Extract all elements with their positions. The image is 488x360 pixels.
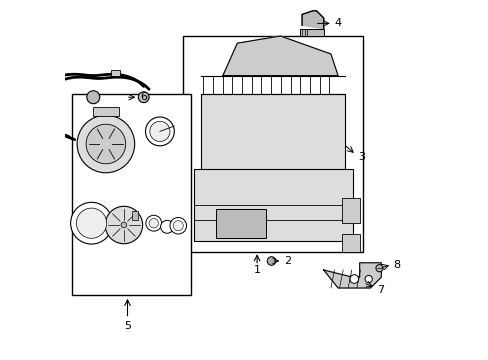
Text: 7: 7 [376,285,383,295]
Circle shape [349,275,358,283]
Circle shape [173,221,183,231]
Circle shape [70,202,112,244]
Bar [201,94,345,173]
Bar [111,70,120,76]
Bar [194,169,352,241]
Circle shape [149,219,158,228]
Polygon shape [323,263,381,288]
Circle shape [86,124,125,164]
Bar [341,198,359,223]
Circle shape [145,117,174,146]
Circle shape [76,208,106,238]
Circle shape [375,265,382,272]
Text: 6: 6 [140,92,147,102]
Bar [300,29,323,36]
Polygon shape [223,36,337,76]
Circle shape [105,206,142,244]
Circle shape [266,257,275,265]
Circle shape [365,275,371,283]
Circle shape [77,115,134,173]
Text: 1: 1 [253,265,260,275]
Text: 4: 4 [334,18,341,28]
Circle shape [87,91,100,104]
Circle shape [145,215,162,231]
Circle shape [149,121,170,141]
Bar [132,211,137,220]
Text: 8: 8 [392,260,400,270]
Bar [183,36,363,252]
Circle shape [138,92,149,103]
Bar [72,94,190,295]
Text: 2: 2 [284,256,291,266]
Bar [215,209,265,238]
Text: 3: 3 [357,152,364,162]
Text: 5: 5 [124,321,131,331]
Bar [93,107,118,116]
Circle shape [121,222,126,228]
Circle shape [170,217,186,234]
Circle shape [160,220,173,233]
Polygon shape [302,11,323,29]
Bar [341,234,359,252]
